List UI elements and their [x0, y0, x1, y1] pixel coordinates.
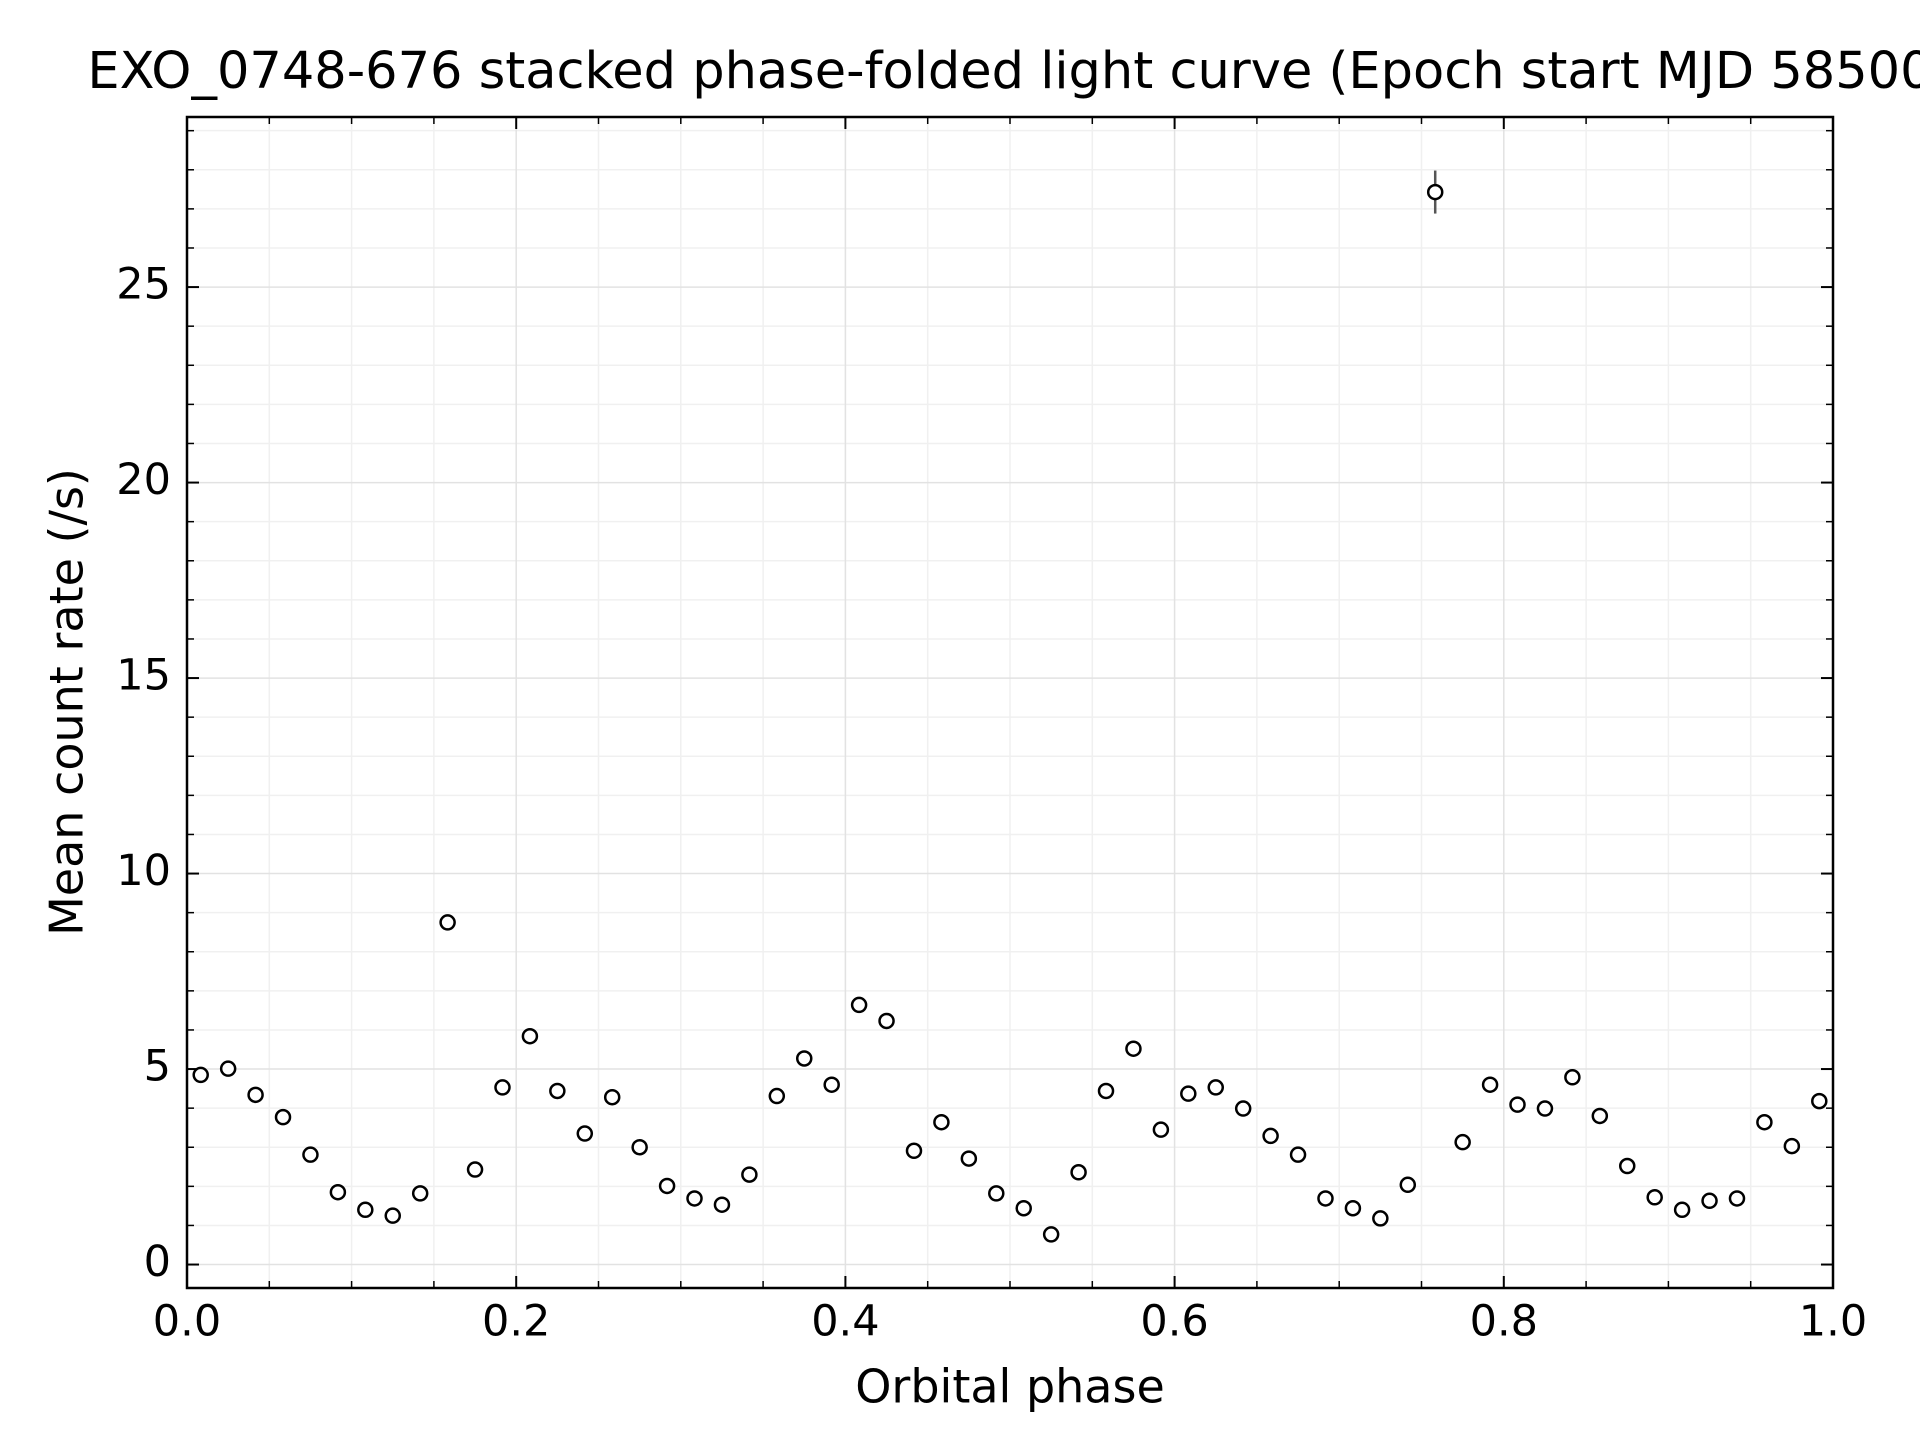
data-point [631, 1138, 648, 1156]
data-point [1125, 1040, 1142, 1057]
data-point [1042, 1226, 1060, 1243]
data-point [933, 1113, 950, 1131]
chart-title: EXO_0748-676 stacked phase-folded light … [87, 42, 1920, 101]
data-point [1070, 1164, 1087, 1181]
data-point [1399, 1176, 1417, 1194]
data-point [521, 1027, 539, 1045]
data-point [713, 1196, 731, 1213]
data-point [1454, 1133, 1471, 1151]
x-tick-label: 0.8 [1470, 1297, 1538, 1347]
x-tick-label: 0.4 [811, 1297, 879, 1347]
data-point [686, 1190, 703, 1207]
data-point [1591, 1107, 1609, 1125]
data-point [1783, 1137, 1801, 1155]
data-point [357, 1201, 374, 1219]
data-point [302, 1146, 319, 1163]
data-point [1152, 1121, 1170, 1138]
x-tick-label: 1.0 [1799, 1297, 1867, 1347]
data-point [988, 1185, 1005, 1202]
x-axis-label: Orbital phase [855, 1360, 1165, 1414]
data-point [1289, 1146, 1307, 1163]
data-point [1207, 1079, 1224, 1096]
y-tick-label: 10 [116, 846, 171, 896]
data-point [1097, 1082, 1115, 1100]
data-point [850, 996, 868, 1014]
y-tick-label: 25 [116, 260, 171, 310]
plot-frame [185, 115, 1835, 1290]
data-point [796, 1050, 813, 1067]
data-point [219, 1060, 237, 1077]
data-point [1180, 1085, 1197, 1102]
data-point [878, 1012, 895, 1030]
y-tick-label: 15 [116, 651, 171, 701]
y-tick-label: 5 [144, 1042, 171, 1092]
data-point [1317, 1190, 1334, 1207]
data-point [247, 1086, 264, 1104]
data-point [549, 1082, 566, 1100]
data-point [1234, 1100, 1252, 1117]
data-point [1344, 1199, 1362, 1217]
data-point [1481, 1076, 1499, 1093]
data-point [1619, 1157, 1636, 1175]
data-point [411, 1185, 429, 1202]
data-point [905, 1142, 923, 1160]
data-point [768, 1087, 786, 1105]
data-point [1015, 1199, 1032, 1217]
data-point [1509, 1096, 1526, 1113]
y-tick-label: 20 [116, 455, 171, 505]
data-point [329, 1183, 347, 1201]
data-point [1673, 1201, 1691, 1219]
data-point [823, 1076, 840, 1093]
x-tick-label: 0.0 [153, 1297, 221, 1347]
data-point [1728, 1190, 1746, 1207]
y-axis-label: Mean count rate (/s) [40, 468, 94, 936]
data-point [960, 1150, 978, 1167]
data-point [274, 1108, 292, 1126]
data-point [466, 1161, 484, 1178]
data-point [439, 914, 456, 931]
x-tick-label: 0.2 [482, 1297, 550, 1347]
data-point [1756, 1113, 1773, 1131]
data-point [658, 1177, 676, 1195]
data-point [494, 1079, 511, 1096]
data-point [1811, 1092, 1828, 1110]
data-point [1646, 1189, 1663, 1206]
data-point [1701, 1192, 1718, 1210]
data-point [741, 1166, 758, 1183]
data-point [192, 1066, 209, 1084]
data-point [384, 1207, 401, 1224]
x-tick-label: 0.6 [1140, 1297, 1208, 1347]
y-tick-label: 0 [144, 1237, 171, 1287]
data-point [1372, 1210, 1389, 1227]
data-point [1262, 1127, 1279, 1145]
data-point [603, 1088, 621, 1106]
data-point [1426, 183, 1444, 201]
data-point [1564, 1069, 1581, 1086]
data-point [576, 1125, 594, 1142]
data-point [1536, 1100, 1554, 1117]
